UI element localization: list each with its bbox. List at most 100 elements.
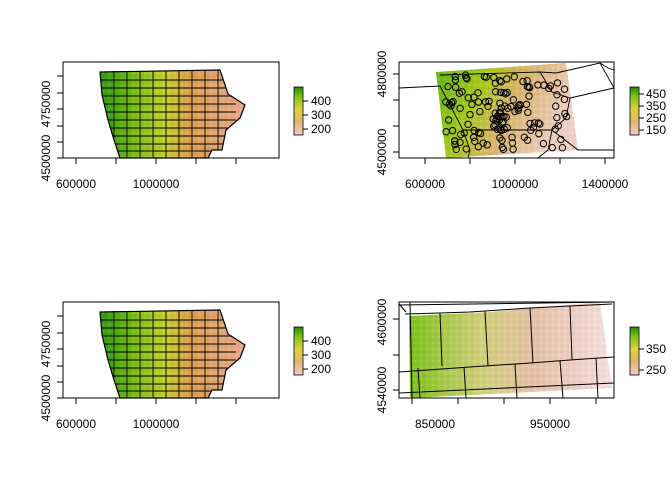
x-tick-label: 850000 — [415, 417, 455, 431]
y-tick-label: 4500000 — [375, 128, 389, 175]
site-point — [466, 110, 474, 119]
site-point — [498, 136, 506, 145]
y-tick-label: 4500000 — [39, 374, 53, 421]
site-point — [474, 98, 483, 106]
site-point — [483, 141, 491, 149]
site-point — [492, 117, 500, 125]
site-point — [450, 137, 459, 145]
site-point — [539, 139, 548, 148]
site-point — [451, 76, 460, 84]
site-point — [456, 130, 465, 139]
site-point — [516, 101, 524, 109]
y-axis: 4500000 4750000 — [39, 75, 64, 181]
site-point — [462, 74, 470, 82]
legend-colorbar — [629, 86, 640, 136]
site-point — [560, 95, 569, 104]
site-point — [509, 145, 517, 153]
site-point — [452, 145, 460, 154]
panel-4: 850000 950000 4540000 4600000 350 250 — [375, 298, 666, 431]
x-tick-label: 1400000 — [582, 177, 629, 191]
site-point — [475, 128, 483, 137]
site-point — [498, 143, 506, 152]
site-point — [485, 97, 493, 106]
y-tick-label: 4750000 — [39, 320, 53, 367]
panel-1: 600000 1000000 4500000 4750000 400 300 2… — [39, 61, 331, 191]
site-point — [447, 99, 456, 107]
site-point — [509, 96, 518, 104]
site-point — [471, 137, 479, 146]
site-points — [442, 71, 571, 154]
site-point — [482, 73, 490, 81]
site-point — [497, 88, 505, 97]
site-point — [447, 102, 455, 110]
x-tick-label: 600000 — [405, 177, 445, 191]
site-point — [456, 138, 464, 147]
site-point — [490, 73, 498, 82]
legend: 450 350 250 150 — [629, 86, 666, 137]
legend-tick-label: 400 — [311, 94, 331, 108]
legend-colorbar — [629, 326, 640, 376]
site-point — [491, 88, 500, 96]
site-point — [470, 126, 478, 135]
site-point — [458, 88, 466, 96]
legend: 400 300 200 — [293, 86, 331, 136]
y-axis: 4500000 4800000 — [375, 50, 400, 175]
y-axis: 4540000 4600000 — [375, 298, 400, 413]
site-point — [474, 89, 482, 97]
legend: 400 300 200 — [293, 326, 331, 376]
site-point — [492, 114, 501, 122]
site-point — [451, 72, 459, 81]
site-point — [552, 102, 560, 110]
legend-tick-label: 300 — [311, 348, 331, 362]
site-point — [460, 129, 468, 137]
site-point — [461, 71, 470, 79]
iowa-outline — [99, 69, 246, 159]
y-tick-label: 4600000 — [375, 298, 389, 345]
site-point — [484, 102, 492, 111]
state-boundaries — [398, 62, 615, 159]
raster-zoom — [409, 302, 612, 398]
site-point — [499, 145, 508, 154]
site-point — [553, 113, 561, 122]
site-point — [474, 143, 482, 151]
site-point — [445, 116, 453, 124]
legend-tick-label: 250 — [646, 111, 666, 125]
site-point — [530, 119, 539, 127]
site-point — [463, 75, 471, 83]
site-point — [496, 125, 504, 134]
x-tick-label: 600000 — [56, 417, 96, 431]
x-tick-label: 1000000 — [133, 417, 180, 431]
legend-tick-label: 350 — [646, 99, 666, 113]
site-point — [490, 122, 498, 130]
county-grid — [101, 311, 236, 398]
site-point — [451, 140, 459, 149]
x-tick-label: 950000 — [530, 417, 570, 431]
site-point — [444, 82, 452, 91]
site-point — [525, 92, 533, 100]
site-point — [535, 130, 543, 138]
site-point — [545, 84, 553, 93]
y-tick-label: 4750000 — [39, 80, 53, 127]
site-point — [445, 100, 454, 108]
site-point — [501, 90, 510, 98]
site-point — [524, 108, 532, 117]
site-point — [448, 126, 457, 135]
site-point — [520, 133, 529, 141]
site-point — [551, 125, 559, 133]
site-point — [451, 83, 460, 91]
site-point — [514, 106, 523, 114]
x-axis: 600000 1000000 1400000 — [405, 157, 629, 191]
site-point — [496, 134, 504, 142]
county-grid — [101, 71, 236, 158]
site-point — [558, 144, 567, 152]
site-point — [496, 99, 504, 108]
x-tick-label: 1000000 — [492, 177, 539, 191]
site-point — [548, 143, 556, 152]
legend-tick-label: 400 — [311, 334, 331, 348]
site-point — [534, 119, 543, 127]
legend-tick-label: 250 — [646, 363, 666, 377]
y-tick-label: 4500000 — [39, 134, 53, 181]
site-point — [464, 94, 472, 102]
y-tick-label: 4800000 — [375, 50, 389, 97]
